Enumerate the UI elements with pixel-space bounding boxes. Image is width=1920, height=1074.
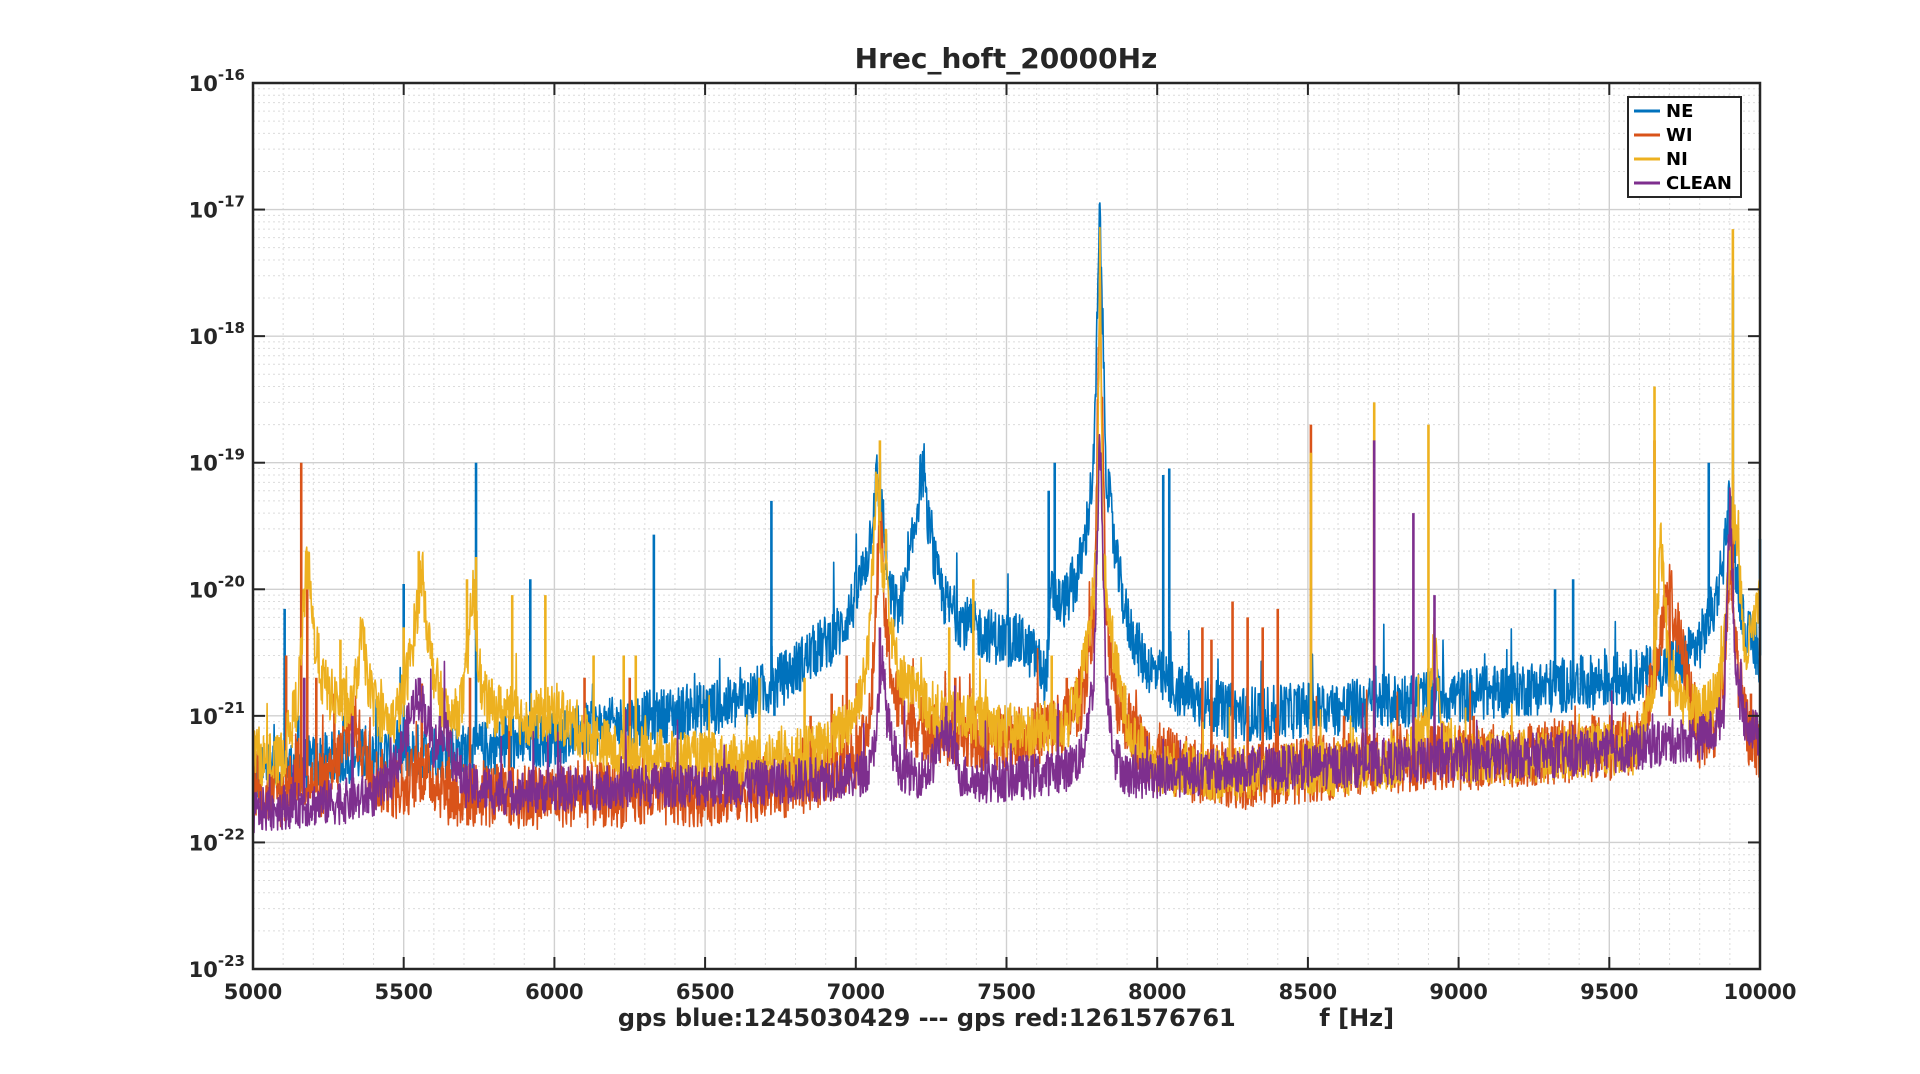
x-tick-label: 5000 bbox=[224, 980, 282, 1004]
y-tick-label: 10-19 bbox=[189, 446, 245, 476]
series-line-ne bbox=[252, 202, 1761, 798]
y-tick-label: 10-21 bbox=[189, 699, 245, 729]
legend-label-ne: NE bbox=[1666, 101, 1693, 122]
x-tick-label: 8500 bbox=[1279, 980, 1337, 1004]
legend-label-ni: NI bbox=[1666, 149, 1688, 170]
y-tick-label: 10-17 bbox=[189, 193, 245, 223]
x-tick-label: 8000 bbox=[1128, 980, 1186, 1004]
chart-title: Hrec_hoft_20000Hz bbox=[855, 42, 1158, 75]
x-tick-label: 9000 bbox=[1429, 980, 1487, 1004]
y-tick-label: 10-23 bbox=[189, 952, 245, 982]
legend-label-clean: CLEAN bbox=[1666, 173, 1732, 194]
series-layer bbox=[252, 202, 1762, 834]
y-ticks: 10-16 10-17 10-18 10-19 10-20 10-21 10-22 10-23 bbox=[189, 66, 1760, 982]
y-tick-label: 10-18 bbox=[189, 319, 245, 349]
x-tick-label: 7000 bbox=[827, 980, 885, 1004]
x-tick-label: 6000 bbox=[525, 980, 583, 1004]
series-line-ni bbox=[252, 226, 1761, 803]
y-tick-label: 10-16 bbox=[189, 66, 245, 96]
y-tick-label: 10-22 bbox=[189, 825, 245, 855]
x-ticks: 5000 5500 6000 6500 7000 7500 8000 8500 9000 9500… bbox=[224, 83, 1797, 1004]
x-tick-label: 5500 bbox=[374, 980, 432, 1004]
x-axis-label: gps blue:1245030429 --- gps red:12615767… bbox=[618, 1004, 1394, 1032]
x-tick-label: 6500 bbox=[676, 980, 734, 1004]
legend: NE WI NI CLEAN bbox=[1627, 96, 1742, 198]
x-tick-label: 10000 bbox=[1723, 980, 1796, 1004]
y-tick-label: 10-20 bbox=[189, 572, 245, 602]
legend-label-wi: WI bbox=[1666, 125, 1693, 146]
legend-box bbox=[1627, 96, 1742, 198]
series-line-clean bbox=[252, 433, 1761, 834]
x-tick-label: 9500 bbox=[1580, 980, 1638, 1004]
x-tick-label: 7500 bbox=[977, 980, 1035, 1004]
